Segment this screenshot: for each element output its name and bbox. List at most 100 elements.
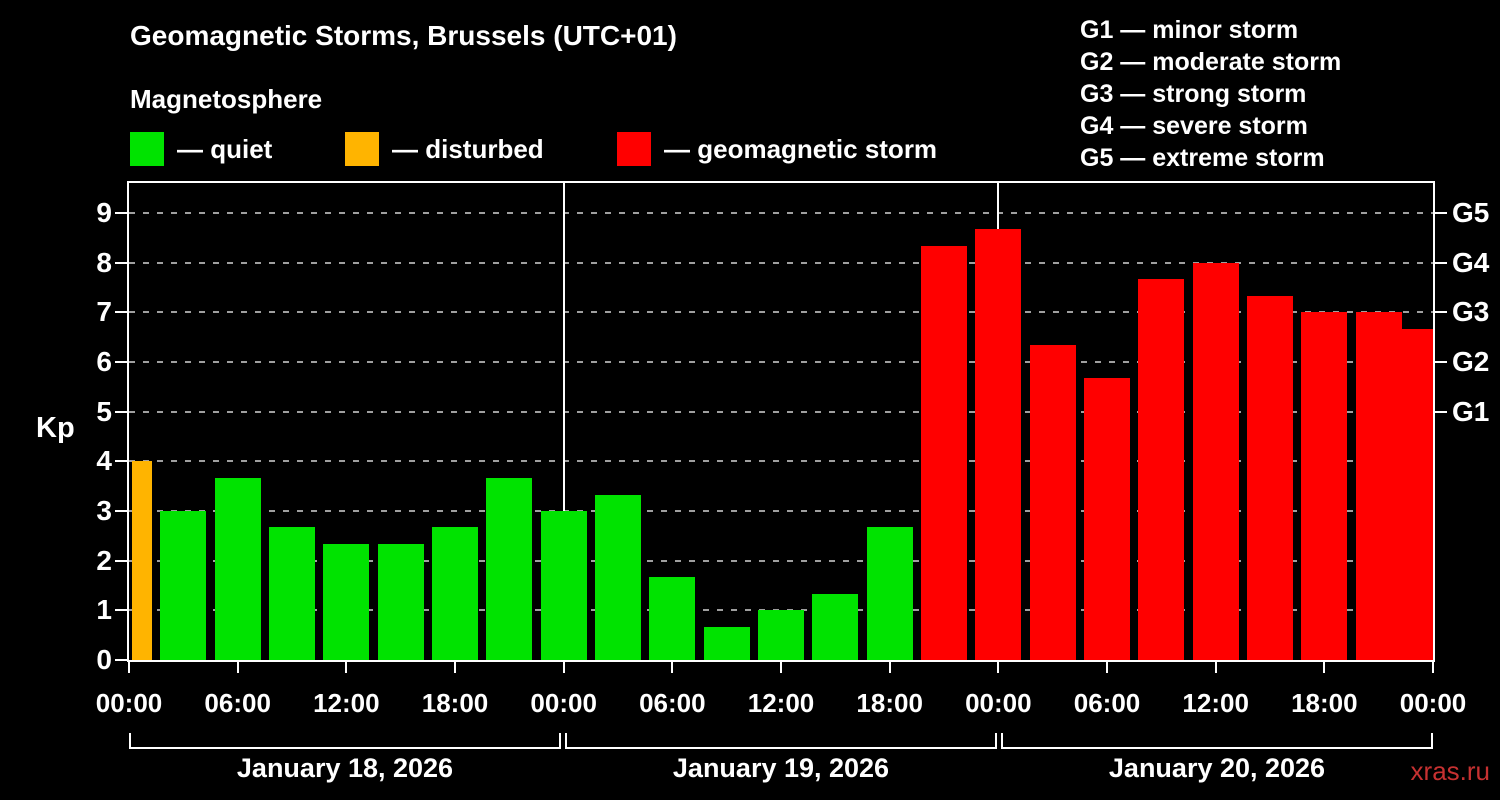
disturbed-swatch: [345, 132, 379, 166]
y-axis-tick: [115, 559, 127, 562]
x-axis-tick: [454, 662, 456, 673]
kp-bar-storm: [1301, 312, 1348, 660]
kp-bar-quiet: [377, 544, 424, 660]
legend-item-disturbed: — disturbed: [345, 132, 544, 166]
page-title: Geomagnetic Storms, Brussels (UTC+01): [130, 20, 677, 51]
kp-bar-quiet: [703, 626, 750, 660]
magnetosphere-label: Magnetosphere: [130, 84, 323, 114]
x-tick-label: 18:00: [1291, 688, 1358, 718]
g-axis-label: G2: [1452, 345, 1490, 377]
day-bracket: [565, 733, 997, 749]
g-axis-tick: [1435, 410, 1447, 413]
g-axis-label: G4: [1452, 246, 1490, 278]
g2-legend-line: G2 — moderate storm: [1080, 48, 1342, 76]
y-axis-tick: [115, 311, 127, 314]
g-axis-label: G1: [1452, 395, 1490, 427]
legend-item-quiet: — quiet: [130, 132, 272, 166]
x-axis-tick: [236, 662, 239, 673]
kp-gridline: [129, 360, 1433, 363]
x-tick-label: 12:00: [747, 688, 815, 718]
kp-bar-storm: [1029, 345, 1076, 660]
xras-watermark: xras.ru: [1410, 756, 1490, 786]
x-axis-tick: [780, 662, 782, 673]
y-axis-tick: [115, 261, 127, 264]
y-axis-tick: [115, 609, 127, 612]
y-axis-tick: [115, 509, 127, 512]
g-axis-tick: [1435, 211, 1447, 214]
storm-swatch: [617, 132, 651, 166]
kp-gridline: [129, 211, 1433, 214]
g-axis-tick: [1435, 311, 1447, 314]
kp-bar-storm: [1401, 328, 1433, 660]
x-axis-tick: [1106, 662, 1108, 673]
y-tick-label: 6: [96, 345, 112, 377]
day-label-jan18: January 18, 2026: [236, 753, 454, 783]
kp-bar-storm: [1084, 378, 1130, 660]
x-tick-label: 06:00: [204, 688, 271, 718]
kp-bar-quiet: [812, 593, 859, 660]
kp-gridline: [129, 559, 1433, 562]
kp-bar-storm: [921, 246, 967, 660]
x-tick-label: 06:00: [1073, 688, 1141, 718]
kp-gridline: [129, 509, 1433, 512]
y-tick-label: 1: [96, 594, 112, 626]
x-tick-label: 00:00: [965, 688, 1032, 718]
y-axis-tick: [115, 410, 127, 413]
g-scale-legend: G1 — minor storm G2 — moderate storm G3 …: [1080, 14, 1341, 174]
x-tick-label: 12:00: [313, 688, 380, 718]
kp-bar-quiet: [595, 494, 641, 660]
g4-legend-line: G4 — severe storm: [1080, 112, 1308, 140]
y-tick-label: 7: [96, 296, 112, 328]
kp-bar-storm: [1138, 278, 1185, 660]
x-tick-label: 00:00: [95, 688, 163, 718]
kp-bar-quiet: [540, 510, 587, 660]
y-axis-tick: [115, 659, 127, 661]
x-axis-tick: [128, 662, 130, 673]
kp-bar-storm: [975, 229, 1022, 660]
day-bracket: [1001, 733, 1433, 749]
x-tick-label: 12:00: [1182, 688, 1249, 718]
y-axis-tick: [115, 460, 127, 463]
plot-area: [127, 181, 1435, 662]
y-tick-label: 4: [96, 445, 112, 477]
day-separator-line: [562, 183, 565, 660]
x-axis-tick: [1432, 662, 1434, 673]
kp-gridline: [129, 261, 1433, 264]
quiet-swatch: [130, 132, 164, 166]
kp-bar-quiet: [160, 510, 207, 660]
kp-bar-quiet: [323, 544, 370, 660]
g-axis-label: G5: [1452, 196, 1490, 228]
g5-legend-line: G5 — extreme storm: [1080, 144, 1325, 172]
y-axis-tick: [115, 211, 127, 214]
kp-axis-title: Kp: [36, 412, 75, 444]
x-tick-label: 18:00: [421, 688, 489, 718]
g-axis-tick: [1435, 360, 1447, 363]
g3-legend-line: G3 — strong storm: [1080, 80, 1307, 108]
kp-bar-disturbed: [132, 461, 152, 660]
kp-gridline: [129, 460, 1433, 463]
quiet-label: — quiet: [177, 134, 273, 164]
x-axis-tick: [1214, 662, 1217, 673]
x-axis-tick: [997, 662, 1000, 673]
day-bracket: [129, 733, 561, 749]
kp-bar-quiet: [432, 527, 478, 660]
kp-bar-quiet: [486, 477, 533, 660]
kp-bar-storm: [1192, 262, 1239, 660]
day-label-jan19: January 19, 2026: [672, 753, 890, 783]
x-axis-tick: [888, 662, 891, 673]
kp-gridline: [129, 410, 1433, 413]
g1-legend-line: G1 — minor storm: [1080, 16, 1299, 44]
day-label-jan20: January 20, 2026: [1108, 753, 1326, 783]
kp-bar-quiet: [269, 527, 315, 660]
kp-bar-quiet: [214, 477, 261, 660]
g-axis-label: G3: [1452, 296, 1490, 328]
y-tick-label: 8: [96, 246, 112, 278]
x-tick-label: 00:00: [530, 688, 597, 718]
x-axis-tick: [671, 662, 674, 673]
kp-bar-quiet: [758, 610, 804, 660]
y-tick-label: 9: [96, 196, 112, 228]
x-tick-label: 18:00: [856, 688, 923, 718]
y-tick-label: 2: [96, 544, 112, 576]
kp-gridline: [129, 311, 1433, 314]
